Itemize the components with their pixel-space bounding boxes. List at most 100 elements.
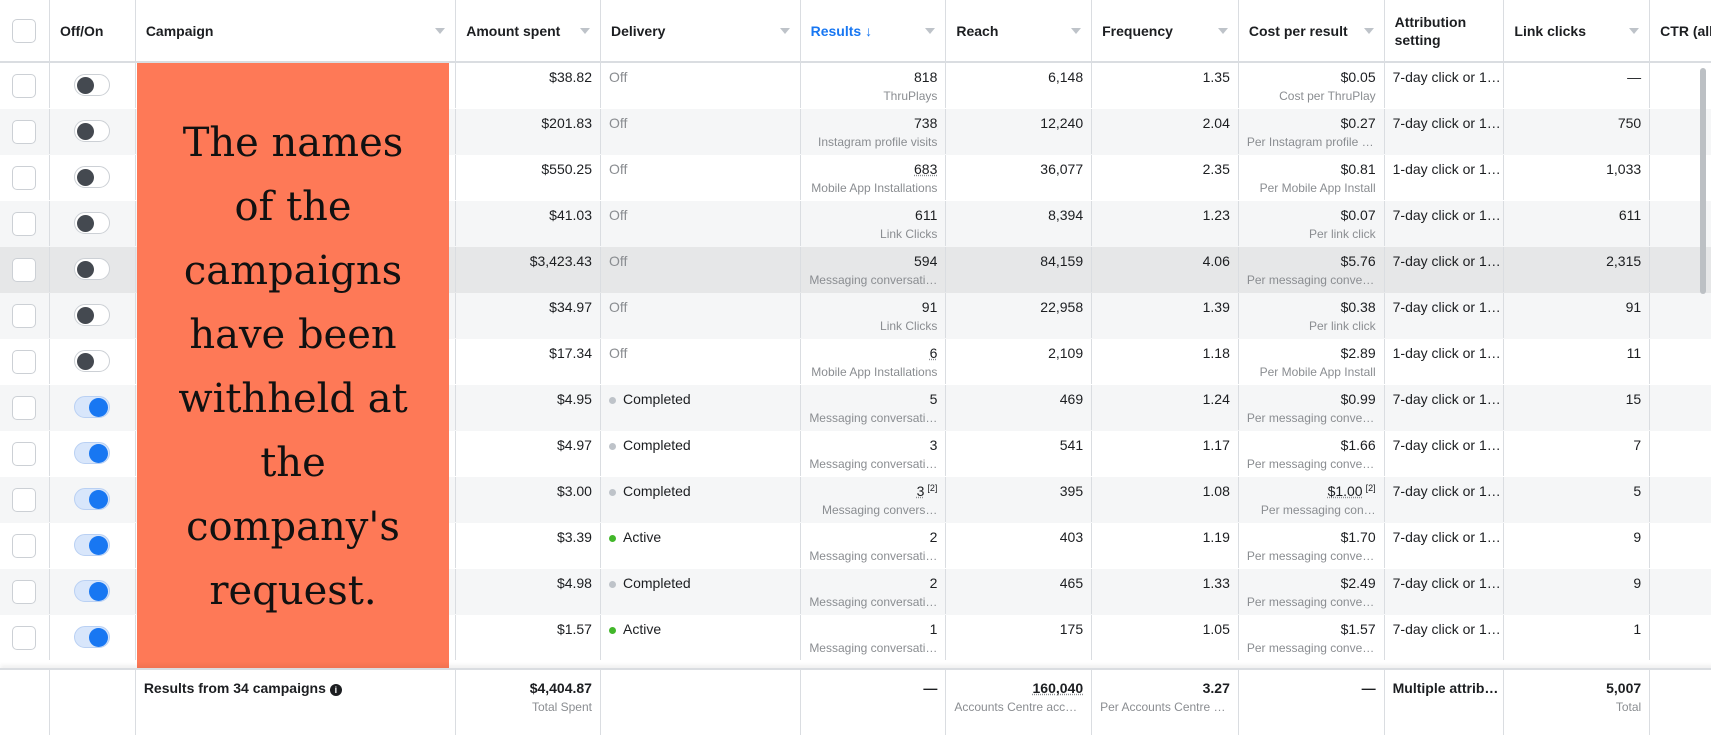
row-checkbox[interactable]	[12, 212, 36, 236]
header-frequency[interactable]: Frequency	[1092, 0, 1239, 61]
ctr	[1650, 339, 1711, 384]
campaign-toggle[interactable]	[74, 258, 110, 280]
toggle-knob	[89, 536, 108, 555]
results-value: 1	[930, 621, 938, 637]
campaign-toggle[interactable]	[74, 212, 110, 234]
row-checkbox[interactable]	[12, 304, 36, 328]
row-checkbox[interactable]	[12, 442, 36, 466]
ctr	[1650, 385, 1711, 430]
header-cost-per-result[interactable]: Cost per result	[1239, 0, 1385, 61]
redaction-notice: The names of the campaigns have been wit…	[137, 63, 449, 670]
cpr-type: Per messaging conver…	[1247, 457, 1376, 471]
link-clicks: 750	[1504, 109, 1650, 154]
reach: 469	[946, 385, 1092, 430]
results-value: 2	[930, 575, 938, 591]
campaign-toggle[interactable]	[74, 304, 110, 326]
campaign-toggle[interactable]	[74, 74, 110, 96]
campaign-toggle[interactable]	[74, 166, 110, 188]
attribution-setting: 7-day click or 1…	[1385, 293, 1505, 338]
cpr-type: Per Mobile App Install	[1247, 181, 1376, 195]
cpr-type: Per messaging conver…	[1247, 595, 1376, 609]
row-toggle-cell	[50, 201, 136, 246]
frequency: 1.05	[1092, 615, 1239, 660]
row-checkbox[interactable]	[12, 396, 36, 420]
header-delivery[interactable]: Delivery	[601, 0, 801, 61]
reach: 403	[946, 523, 1092, 568]
toggle-knob	[77, 77, 94, 94]
header-ctr[interactable]: CTR (all)	[1650, 0, 1711, 61]
row-checkbox[interactable]	[12, 534, 36, 558]
delivery-status: Off	[601, 201, 801, 246]
campaign-toggle[interactable]	[74, 534, 110, 556]
row-checkbox[interactable]	[12, 350, 36, 374]
results-type: Messaging conversati…	[809, 641, 938, 655]
frequency: 1.08	[1092, 477, 1239, 522]
delivery-status: Off	[601, 155, 801, 200]
row-select	[0, 477, 50, 522]
row-checkbox[interactable]	[12, 120, 36, 144]
header-link-clicks[interactable]: Link clicks	[1504, 0, 1650, 61]
link-clicks: 1	[1504, 615, 1650, 660]
row-toggle-cell	[50, 385, 136, 430]
row-select	[0, 63, 50, 108]
footer-delivery	[601, 670, 801, 735]
campaign-toggle[interactable]	[74, 396, 110, 418]
results-value: 5	[930, 391, 938, 407]
row-checkbox[interactable]	[12, 488, 36, 512]
results-type: Messaging conversati…	[809, 549, 938, 563]
reach: 8,394	[946, 201, 1092, 246]
cost-per-result: $2.49 Per messaging conver…	[1239, 569, 1385, 614]
row-checkbox[interactable]	[12, 626, 36, 650]
results: 2 Messaging conversati…	[801, 523, 947, 568]
campaign-toggle[interactable]	[74, 120, 110, 142]
amount-spent: $38.82	[456, 63, 601, 108]
link-clicks: 91	[1504, 293, 1650, 338]
sort-caret-icon	[1364, 28, 1374, 34]
delivery-status: Completed	[601, 477, 801, 522]
campaign-toggle[interactable]	[74, 488, 110, 510]
row-toggle-cell	[50, 477, 136, 522]
row-select	[0, 293, 50, 338]
row-toggle-cell	[50, 63, 136, 108]
reach: 2,109	[946, 339, 1092, 384]
sort-caret-icon	[925, 28, 935, 34]
delivery-status: Active	[601, 615, 801, 660]
header-amount-spent[interactable]: Amount spent	[456, 0, 601, 61]
row-select	[0, 201, 50, 246]
header-results[interactable]: Results ↓	[801, 0, 947, 61]
row-checkbox[interactable]	[12, 580, 36, 604]
header-campaign[interactable]: Campaign	[136, 0, 456, 61]
summary-label: Results from 34 campaigns	[144, 680, 326, 696]
header-attribution-setting[interactable]: Attribution setting	[1385, 0, 1505, 61]
sort-caret-icon	[1629, 28, 1639, 34]
toggle-knob	[77, 123, 94, 140]
results-type: Messaging conversati…	[809, 273, 938, 287]
row-checkbox[interactable]	[12, 258, 36, 282]
row-toggle-cell	[50, 155, 136, 200]
link-clicks: —	[1504, 63, 1650, 108]
campaign-toggle[interactable]	[74, 350, 110, 372]
cpr-type: Per messaging conver…	[1247, 273, 1376, 287]
results-type: Messaging conversati…	[809, 595, 938, 609]
results: 1 Messaging conversati…	[801, 615, 947, 660]
attribution-setting: 1-day click or 1…	[1385, 339, 1505, 384]
header-off-on[interactable]: Off/On	[50, 0, 136, 61]
delivery-label: Off	[609, 253, 627, 269]
cpr-value: $1.70	[1341, 529, 1376, 545]
vertical-scrollbar[interactable]	[1700, 68, 1706, 294]
row-checkbox[interactable]	[12, 74, 36, 98]
row-toggle-cell	[50, 615, 136, 660]
campaign-toggle[interactable]	[74, 442, 110, 464]
select-all-checkbox[interactable]	[12, 19, 36, 43]
cpr-type: Per messaging conver…	[1247, 641, 1376, 655]
info-icon[interactable]: i	[330, 684, 342, 696]
results: 818 ThruPlays	[801, 63, 947, 108]
link-clicks: 1,033	[1504, 155, 1650, 200]
campaign-toggle[interactable]	[74, 580, 110, 602]
row-checkbox[interactable]	[12, 166, 36, 190]
cost-per-result: $1.66 Per messaging conver…	[1239, 431, 1385, 476]
campaign-toggle[interactable]	[74, 626, 110, 648]
header-reach[interactable]: Reach	[946, 0, 1092, 61]
amount-spent: $4.97	[456, 431, 601, 476]
toggle-knob	[89, 398, 108, 417]
